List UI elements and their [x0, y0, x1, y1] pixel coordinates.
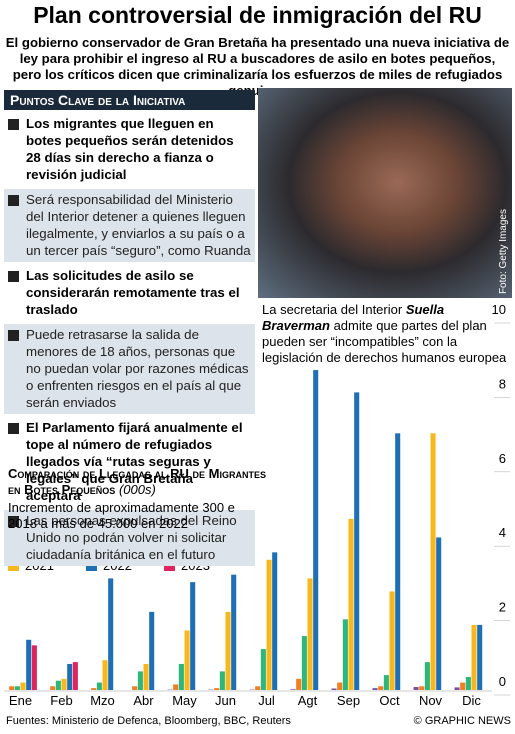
- bar: [331, 688, 337, 690]
- y-tick-label: 4: [499, 525, 506, 540]
- bar: [266, 559, 272, 690]
- chart-title-text: Comparación de Llegadas al RU de Migrant…: [8, 466, 266, 497]
- bar: [342, 619, 348, 690]
- chart-subtitle: Incremento de aproximadamente 300 e 2018…: [8, 500, 235, 531]
- bar: [454, 687, 460, 690]
- y-tick-label: 8: [499, 376, 506, 391]
- bar: [231, 574, 237, 690]
- bar: [354, 392, 360, 690]
- bar: [72, 662, 78, 690]
- bar: [430, 433, 436, 690]
- bar: [389, 591, 395, 690]
- bar: [143, 663, 149, 690]
- bar: [91, 688, 97, 690]
- bar: [26, 639, 32, 690]
- x-tick-label: Dic: [462, 693, 481, 708]
- photo: Foto: Getty Images: [258, 88, 512, 298]
- photo-credit: Foto: Getty Images: [498, 208, 509, 294]
- bar: [313, 370, 319, 690]
- x-tick-label: May: [172, 693, 197, 708]
- bar: [20, 682, 26, 690]
- bar: [190, 582, 196, 690]
- bar: [301, 636, 307, 690]
- bar: [307, 578, 313, 690]
- key-point: El Parlamento fijará anualmente el tope …: [4, 417, 255, 507]
- bar: [260, 649, 266, 690]
- x-tick-label: Feb: [50, 693, 72, 708]
- x-tick-label: Jul: [258, 693, 275, 708]
- bar: [149, 611, 155, 690]
- sources: Fuentes: Ministerio de Defenca, Bloomber…: [6, 715, 291, 727]
- key-point: Puede retrasarse la salida de menores de…: [4, 324, 255, 414]
- y-tick-label: 10: [492, 302, 506, 317]
- bar: [214, 688, 220, 690]
- title: Plan controversial de inmigración del RU: [33, 2, 482, 28]
- bar: [465, 676, 471, 690]
- x-tick-label: Jun: [215, 693, 236, 708]
- bar: [108, 578, 114, 690]
- bar: [137, 671, 143, 690]
- key-point: Las solicitudes de asilo se considerarán…: [4, 265, 255, 321]
- key-points: Puntos Clave de la Iniciativa Los migran…: [4, 90, 255, 566]
- bar: [424, 662, 430, 690]
- x-tick-label: Agt: [298, 693, 318, 708]
- bar: [255, 686, 261, 690]
- bar: [372, 688, 378, 690]
- bar: [173, 684, 179, 690]
- bar: [378, 686, 384, 690]
- bar: [337, 682, 343, 690]
- bar: [471, 624, 477, 690]
- bar: [219, 671, 225, 690]
- x-tick-label: Ene: [9, 693, 32, 708]
- bar: [296, 678, 302, 690]
- bar: [413, 687, 419, 690]
- bar: [61, 678, 67, 690]
- x-tick-label: Nov: [419, 693, 443, 708]
- key-point: Las personas expulsadas del Reino Unido …: [4, 510, 255, 566]
- bar: [96, 682, 102, 690]
- caption-name: Suella Braverman: [262, 302, 445, 333]
- key-point: Los migrantes que lleguen en botes peque…: [4, 113, 255, 186]
- bar: [290, 689, 296, 690]
- caption-text: La secretaria del Interior: [262, 302, 403, 317]
- copyright: © GRAPHIC NEWS: [413, 715, 511, 727]
- bar: [102, 660, 108, 690]
- bar: [184, 630, 190, 690]
- key-point: Será responsabilidad del Ministerio del …: [4, 189, 255, 262]
- bar: [419, 686, 425, 690]
- bar: [348, 518, 354, 690]
- bar: [55, 680, 61, 690]
- x-tick-label: Sep: [337, 693, 360, 708]
- bar: [477, 624, 483, 690]
- bar: [132, 686, 138, 690]
- x-tick-label: Abr: [133, 693, 154, 708]
- bar: [272, 552, 278, 690]
- bar: [31, 645, 37, 690]
- key-points-heading: Puntos Clave de la Iniciativa: [4, 90, 255, 110]
- bar: [383, 675, 389, 690]
- chart-unit: (000s): [118, 482, 156, 497]
- x-tick-label: Mzo: [90, 693, 115, 708]
- y-tick-label: 2: [499, 600, 506, 615]
- caption: La secretaria del Interior Suella Braver…: [262, 302, 512, 366]
- bar: [9, 686, 15, 690]
- bar: [50, 686, 56, 690]
- bar: [178, 663, 184, 690]
- bar: [225, 611, 231, 690]
- caption-text: admite que partes del plan pueden ser “i…: [262, 318, 507, 365]
- bar: [67, 663, 73, 690]
- bar: [14, 686, 20, 690]
- bar: [460, 682, 466, 690]
- x-tick-label: Oct: [379, 693, 400, 708]
- bar: [395, 433, 401, 690]
- y-tick-label: 0: [499, 674, 506, 689]
- chart-title: Comparación de Llegadas al RU de Migrant…: [8, 466, 268, 498]
- bar: [436, 537, 442, 690]
- y-tick-label: 6: [499, 451, 506, 466]
